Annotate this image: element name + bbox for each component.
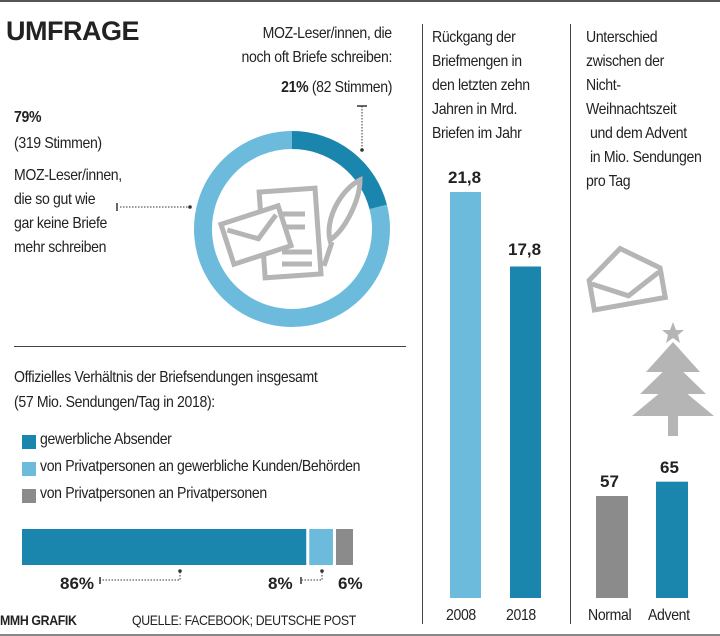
- share-title-2: (57 Mio. Sendungen/Tag in 2018):: [14, 394, 215, 411]
- decline-title-line: den letzten zehn: [432, 77, 530, 94]
- majority-label-line: die so gut wie: [14, 191, 96, 208]
- minority-pct: 21%: [281, 79, 309, 96]
- divider: [570, 24, 571, 624]
- year-2008: 2008: [446, 607, 476, 624]
- decline-title-line: Briefen im Jahr: [432, 125, 522, 142]
- title: UMFRAGE: [6, 16, 140, 46]
- advent-title-line: zwischen der: [586, 53, 664, 70]
- share-title-1: Offizielles Verhältnis der Briefsendunge…: [14, 369, 318, 386]
- divider: [422, 24, 423, 624]
- decline-title-line: Rückgang der: [432, 29, 516, 46]
- majority-label-line: MOZ-Leser/innen,: [14, 167, 122, 184]
- bar-label-2008: 21,8: [448, 168, 482, 187]
- advent-title-line: Weihnachtszeit: [586, 101, 677, 118]
- share-label-86: 86%: [60, 574, 95, 593]
- majority-pct: 79%: [14, 109, 42, 126]
- category-advent: Advent: [648, 607, 690, 624]
- advent-title-line: Unterschied: [586, 29, 658, 46]
- letters-quill-icon: [217, 175, 363, 281]
- bar-2018: [510, 266, 541, 598]
- advent-title-line: und dem Advent: [590, 125, 687, 142]
- advent-title-line: in Mio. Sendungen: [590, 149, 702, 166]
- stacked-bar-segment: [309, 529, 333, 565]
- bar-2008: [450, 192, 481, 598]
- bar-Advent: [656, 481, 688, 598]
- donut-slice-79: [194, 131, 390, 327]
- bar-label-2018: 17,8: [508, 240, 542, 259]
- legend-swatch: [22, 489, 36, 503]
- source: QUELLE: FACEBOOK; DEUTSCHE POST: [132, 612, 356, 628]
- advent-title-line: pro Tag: [586, 173, 631, 190]
- decline-title-line: Jahren in Mrd.: [432, 101, 518, 118]
- divider: [14, 346, 406, 347]
- minority-label-2: noch oft Briefe schreiben:: [241, 49, 392, 66]
- minority-label-1: MOZ-Leser/innen, die: [262, 25, 392, 42]
- legend-swatch: [22, 462, 36, 476]
- share-label-6: 6%: [338, 574, 363, 593]
- minority-value: 21% (82 Stimmen): [281, 78, 392, 98]
- donut-slice-21: [291, 131, 387, 210]
- envelope-icon: [586, 245, 669, 313]
- legend-swatch: [22, 435, 36, 449]
- bar-label-normal: 57: [600, 472, 619, 491]
- stacked-bar-segment: [335, 529, 353, 565]
- christmas-tree-icon: [632, 322, 714, 436]
- majority-label-line: gar keine Briefe: [14, 215, 107, 232]
- category-normal: Normal: [588, 607, 632, 624]
- advent-title-line: Nicht-: [586, 77, 621, 94]
- stacked-bar-segment: [22, 529, 307, 565]
- decline-title-line: Briefmengen in: [432, 53, 522, 70]
- bar-Normal: [596, 496, 628, 598]
- majority-label-line: mehr schreiben: [14, 239, 107, 256]
- bar-label-advent: 65: [660, 458, 679, 477]
- year-2018: 2018: [506, 607, 536, 624]
- legend-label: von Privatpersonen an Privatpersonen: [40, 485, 267, 502]
- leader-lines: [100, 106, 363, 581]
- majority-votes: (319 Stimmen): [14, 135, 102, 152]
- credit: MMH GRAFIK: [0, 612, 77, 628]
- minority-votes: (82 Stimmen): [311, 79, 393, 96]
- legend-label: gewerbliche Absender: [40, 431, 172, 448]
- share-label-8: 8%: [268, 574, 293, 593]
- legend-label: von Privatpersonen an gewerbliche Kunden…: [40, 458, 361, 475]
